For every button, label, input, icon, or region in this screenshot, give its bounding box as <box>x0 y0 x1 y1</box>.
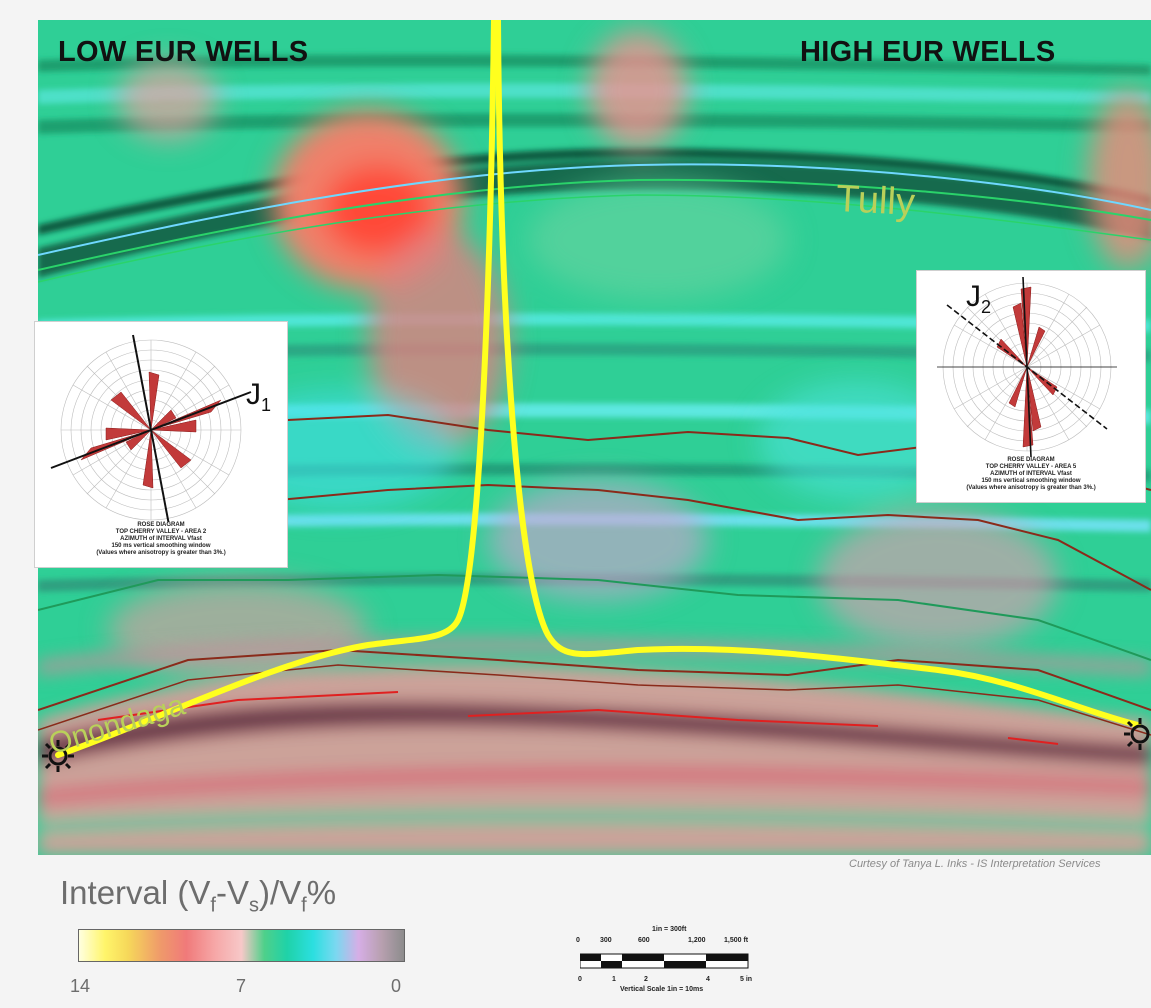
scale-top-label: 1in = 300ft <box>652 926 687 933</box>
rose1-caption-line5: (Values where anisotropy is greater than… <box>96 550 226 556</box>
scale-in-2: 2 <box>644 976 648 983</box>
tully-horizon-label: Tully <box>834 177 916 225</box>
colorbar-title: Interval (Vf-Vs)/Vf% <box>60 874 336 918</box>
legend-sub-s: s <box>248 894 259 917</box>
legend-title-part2: -V <box>215 874 249 911</box>
rose1-caption-line3: AZIMUTH of INTERVAL Vfast <box>120 536 202 542</box>
rose1-caption-line1: ROSE DIAGRAM <box>137 522 185 528</box>
seismic-image <box>38 20 1151 855</box>
scale-bar-graphic <box>580 953 749 969</box>
legend-title-part3: )/V <box>258 874 302 911</box>
scale-vertical-label: Vertical Scale 1in = 10ms <box>620 986 704 993</box>
rose-diagram-1-plot <box>50 334 252 526</box>
legend-sub-f2: f <box>301 894 307 917</box>
j1-label-sub: 1 <box>261 395 272 415</box>
legend-title-part1: Interval (V <box>60 874 211 911</box>
rose-diagram-area-5: ROSE DIAGRAM TOP CHERRY VALLEY - AREA 5 … <box>916 270 1146 503</box>
rose2-caption-line1: ROSE DIAGRAM <box>1007 457 1055 463</box>
rose2-caption-line4: 150 ms vertical smoothing window <box>981 478 1081 484</box>
scale-ft-600: 600 <box>638 937 650 944</box>
legend-title-pct: % <box>306 874 337 911</box>
left-well-symbol-icon <box>42 740 74 772</box>
j1-label: J1 <box>246 378 271 416</box>
rose2-caption-line3: AZIMUTH of INTERVAL Vfast <box>990 471 1072 477</box>
colorbar <box>78 929 405 962</box>
colorbar-tick-14: 14 <box>70 976 91 996</box>
rose1-caption-line4: 150 ms vertical smoothing window <box>111 543 211 549</box>
scale-in-1: 1 <box>612 976 616 983</box>
legend-sub-f: f <box>210 894 216 917</box>
low-eur-title: LOW EUR WELLS <box>58 36 309 68</box>
j2-label-main: J <box>966 280 981 313</box>
j1-label-main: J <box>246 378 261 411</box>
seismic-section <box>38 20 1151 855</box>
rose2-caption-line5: (Values where anisotropy is greater than… <box>966 485 1096 491</box>
j2-label-sub: 2 <box>981 297 992 317</box>
scale-ft-1200: 1,200 <box>688 937 706 944</box>
image-credit: Curtesy of Tanya L. Inks - IS Interpreta… <box>849 858 1101 870</box>
colorbar-tick-0: 0 <box>391 976 402 996</box>
right-well-symbol-icon <box>1124 718 1150 750</box>
colorbar-tick-7: 7 <box>236 976 247 996</box>
scale-ft-0: 0 <box>576 937 580 944</box>
scale-in-0: 0 <box>578 976 582 983</box>
rose2-caption-line2: TOP CHERRY VALLEY - AREA 5 <box>985 464 1077 470</box>
scale-ft-300: 300 <box>600 937 612 944</box>
rose-diagram-2-plot <box>937 276 1117 458</box>
j2-label: J2 <box>966 280 991 318</box>
high-eur-title: HIGH EUR WELLS <box>800 36 1056 68</box>
rose-diagram-area-2: ROSE DIAGRAM TOP CHERRY VALLEY - AREA 2 … <box>34 321 288 568</box>
scale-bar: 1in = 300ft 0 300 600 1,200 1,500 ft 0 1… <box>576 926 776 998</box>
scale-in-4: 4 <box>706 976 710 983</box>
rose1-caption-line2: TOP CHERRY VALLEY - AREA 2 <box>115 529 207 535</box>
scale-in-5: 5 in <box>740 976 753 983</box>
scale-ft-1500: 1,500 ft <box>724 937 749 944</box>
